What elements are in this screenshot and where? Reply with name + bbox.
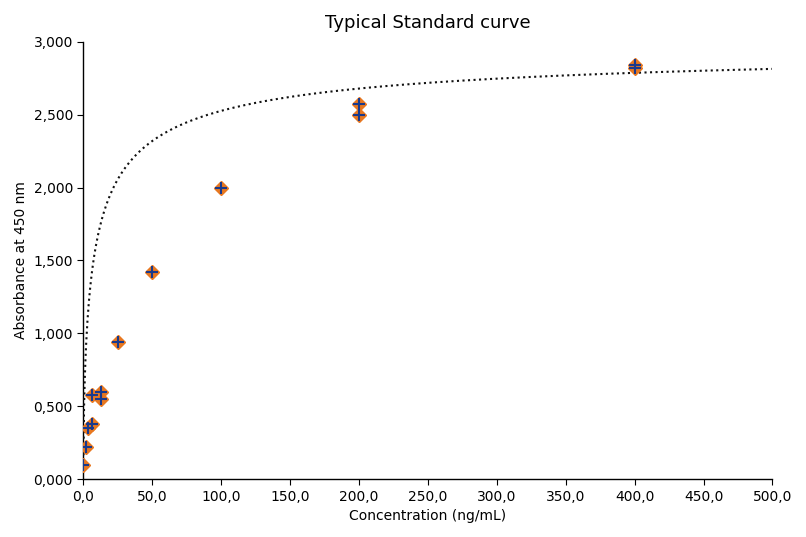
Title: Typical Standard curve: Typical Standard curve [325,14,530,32]
Y-axis label: Absorbance at 450 nm: Absorbance at 450 nm [14,182,28,339]
X-axis label: Concentration (ng/mL): Concentration (ng/mL) [349,509,506,523]
